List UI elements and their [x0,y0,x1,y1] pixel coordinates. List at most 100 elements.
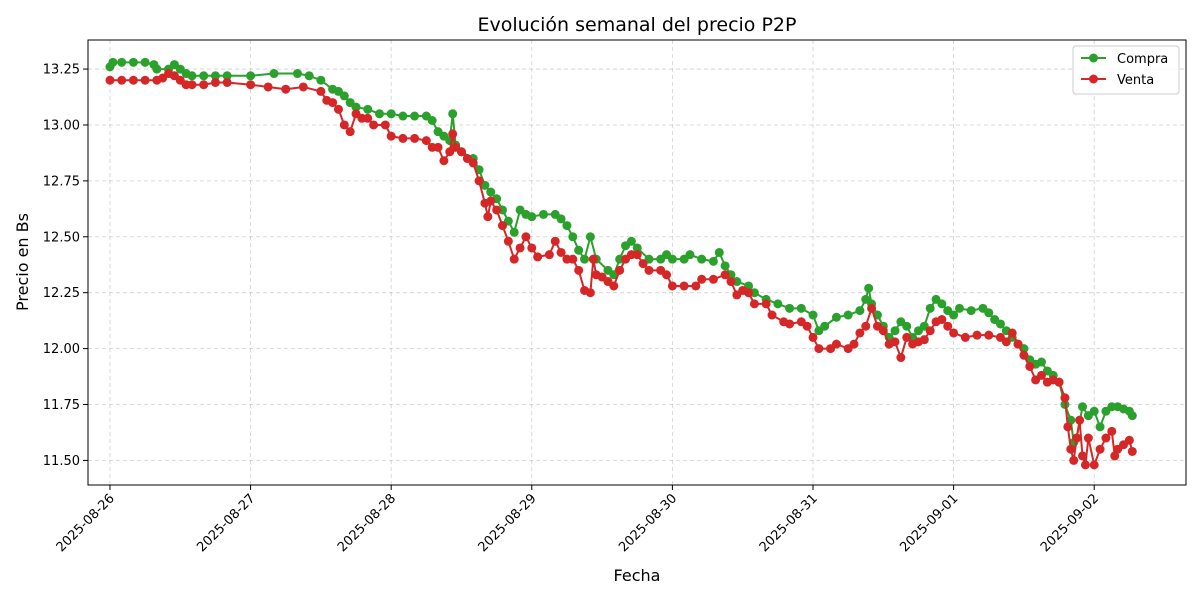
data-point-compra [954,303,964,313]
data-point-compra [773,299,783,309]
data-point-venta [503,236,513,246]
data-point-venta [574,265,584,275]
data-point-venta [697,274,707,284]
series-layer [105,57,1137,470]
grid-layer [88,40,1186,485]
y-tick-label: 11.50 [43,454,80,469]
data-point-compra [1036,357,1046,367]
series-venta [105,69,1137,470]
data-point-venta [802,321,812,331]
data-point-compra [222,71,232,81]
data-point-venta [521,232,531,242]
y-tick-label: 12.25 [43,286,80,301]
y-tick-label: 12.00 [43,342,80,357]
data-point-venta [744,288,754,298]
data-point-compra [269,69,279,79]
data-point-venta [568,254,578,264]
data-point-compra [667,254,677,264]
data-point-venta [421,136,431,146]
data-point-compra [949,310,959,320]
y-tick-label: 11.75 [43,398,80,413]
data-point-venta [1124,435,1134,445]
data-point-venta [222,77,232,87]
data-point-venta [1075,415,1085,425]
data-point-venta [410,133,420,143]
data-point-compra [448,109,458,119]
data-point-venta [808,332,818,342]
data-point-venta [960,332,970,342]
data-point-venta [1127,446,1137,456]
data-point-venta [902,332,912,342]
data-point-venta [369,120,379,130]
data-point-compra [785,303,795,313]
data-point-compra [568,232,578,242]
data-point-venta [1019,350,1029,360]
data-point-venta [867,303,877,313]
data-point-venta [1013,339,1023,349]
data-point-venta [509,254,519,264]
data-point-venta [708,274,718,284]
data-point-venta [726,277,736,287]
data-point-venta [363,113,373,123]
data-point-venta [861,321,871,331]
data-point-venta [544,250,554,260]
y-tick-label: 13.00 [43,118,80,133]
data-point-venta [117,75,127,85]
data-point-venta [679,281,689,291]
data-point-venta [632,250,642,260]
data-point-compra [808,310,818,320]
data-point-venta [550,236,560,246]
data-point-compra [995,319,1005,329]
data-point-compra [714,247,724,257]
data-point-compra [539,209,549,219]
data-point-compra [1089,406,1099,416]
data-point-compra [820,321,830,331]
data-point-venta [1066,444,1076,454]
data-point-compra [292,69,302,79]
plot-frame [87,39,1187,486]
data-point-compra [140,57,150,67]
data-point-compra [199,71,209,81]
data-point-venta [263,82,273,92]
legend-label-venta: Venta [1117,73,1154,88]
y-tick-label: 12.50 [43,230,80,245]
legend: Compra Venta [1072,45,1180,95]
data-point-venta [609,281,619,291]
data-point-venta [468,158,478,168]
data-point-compra [509,227,519,237]
data-point-venta [925,326,935,336]
data-point-venta [439,156,449,166]
y-axis-title: Precio en Bs [13,213,32,311]
data-point-compra [708,256,718,266]
data-point-venta [896,353,906,363]
data-point-venta [1063,422,1073,432]
data-point-compra [152,64,162,74]
data-point-compra [831,312,841,322]
data-point-venta [814,344,824,354]
data-point-compra [117,57,127,67]
y-tick-label: 12.75 [43,174,80,189]
data-point-venta [380,120,390,130]
data-point-compra [304,71,314,81]
data-point-venta [483,212,493,222]
data-point-compra [843,310,853,320]
data-point-venta [949,328,959,338]
data-point-venta [316,86,326,96]
data-point-compra [685,250,695,260]
legend-marker-venta [1089,74,1098,84]
data-point-compra [316,75,326,85]
data-point-venta [1101,433,1111,443]
data-point-venta [281,84,291,94]
data-point-compra [697,254,707,264]
data-point-venta [515,243,525,253]
data-point-compra [562,221,572,231]
y-axis: 11.50 11.75 12.00 12.25 12.50 12.75 13.00 13.25 [43,63,88,469]
data-point-compra [339,91,349,101]
data-point-compra [556,214,566,224]
data-point-venta [937,315,947,325]
data-point-venta [1069,455,1079,465]
data-point-venta [1089,460,1099,470]
data-point-venta [761,299,771,309]
